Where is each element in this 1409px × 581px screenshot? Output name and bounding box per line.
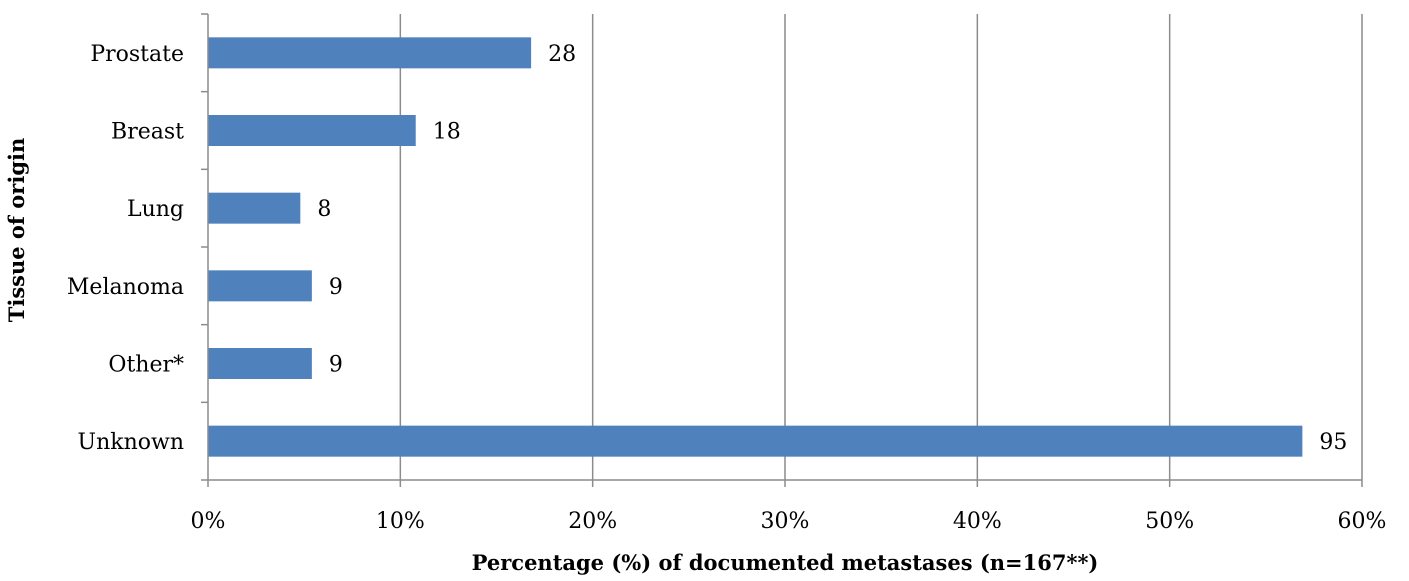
data-label: 28 [548,42,576,67]
y-axis-title: Tissue of origin [4,138,29,323]
bar-other [208,348,312,379]
x-tick-label: 30% [761,509,810,534]
x-tick-labels: 0% 10% 20% 30% 40% 50% 60% [191,509,1387,534]
category-label: Prostate [90,42,184,67]
bar-breast [208,115,416,146]
x-tick-label: 10% [376,509,425,534]
grid-lines [399,14,1363,480]
bar-lung [208,192,301,224]
x-axis-title: Percentage (%) of documented metastases … [472,550,1099,575]
data-label: 18 [433,120,461,145]
bar-unknown [208,425,1303,457]
category-label: Breast [111,120,184,145]
category-labels: Prostate Breast Lung Melanoma Other* Unknown [67,42,184,455]
bar-melanoma [208,270,312,302]
category-label: Melanoma [67,275,184,300]
data-labels: 28 18 8 9 9 95 [317,42,1347,455]
x-tick-label: 60% [1338,509,1387,534]
data-label: 95 [1319,430,1347,455]
x-tick-label: 20% [568,509,617,534]
x-tick-label: 50% [1145,509,1194,534]
bar-prostate [208,37,532,69]
category-label: Unknown [78,430,184,455]
data-label: 9 [329,353,343,378]
x-tick-label: 40% [953,509,1002,534]
category-label: Other* [108,353,184,378]
bars [208,37,1303,457]
axes [201,13,1363,487]
category-label: Lung [127,197,184,222]
data-label: 8 [317,197,331,222]
data-label: 9 [329,275,343,300]
x-tick-label: 0% [191,509,226,534]
